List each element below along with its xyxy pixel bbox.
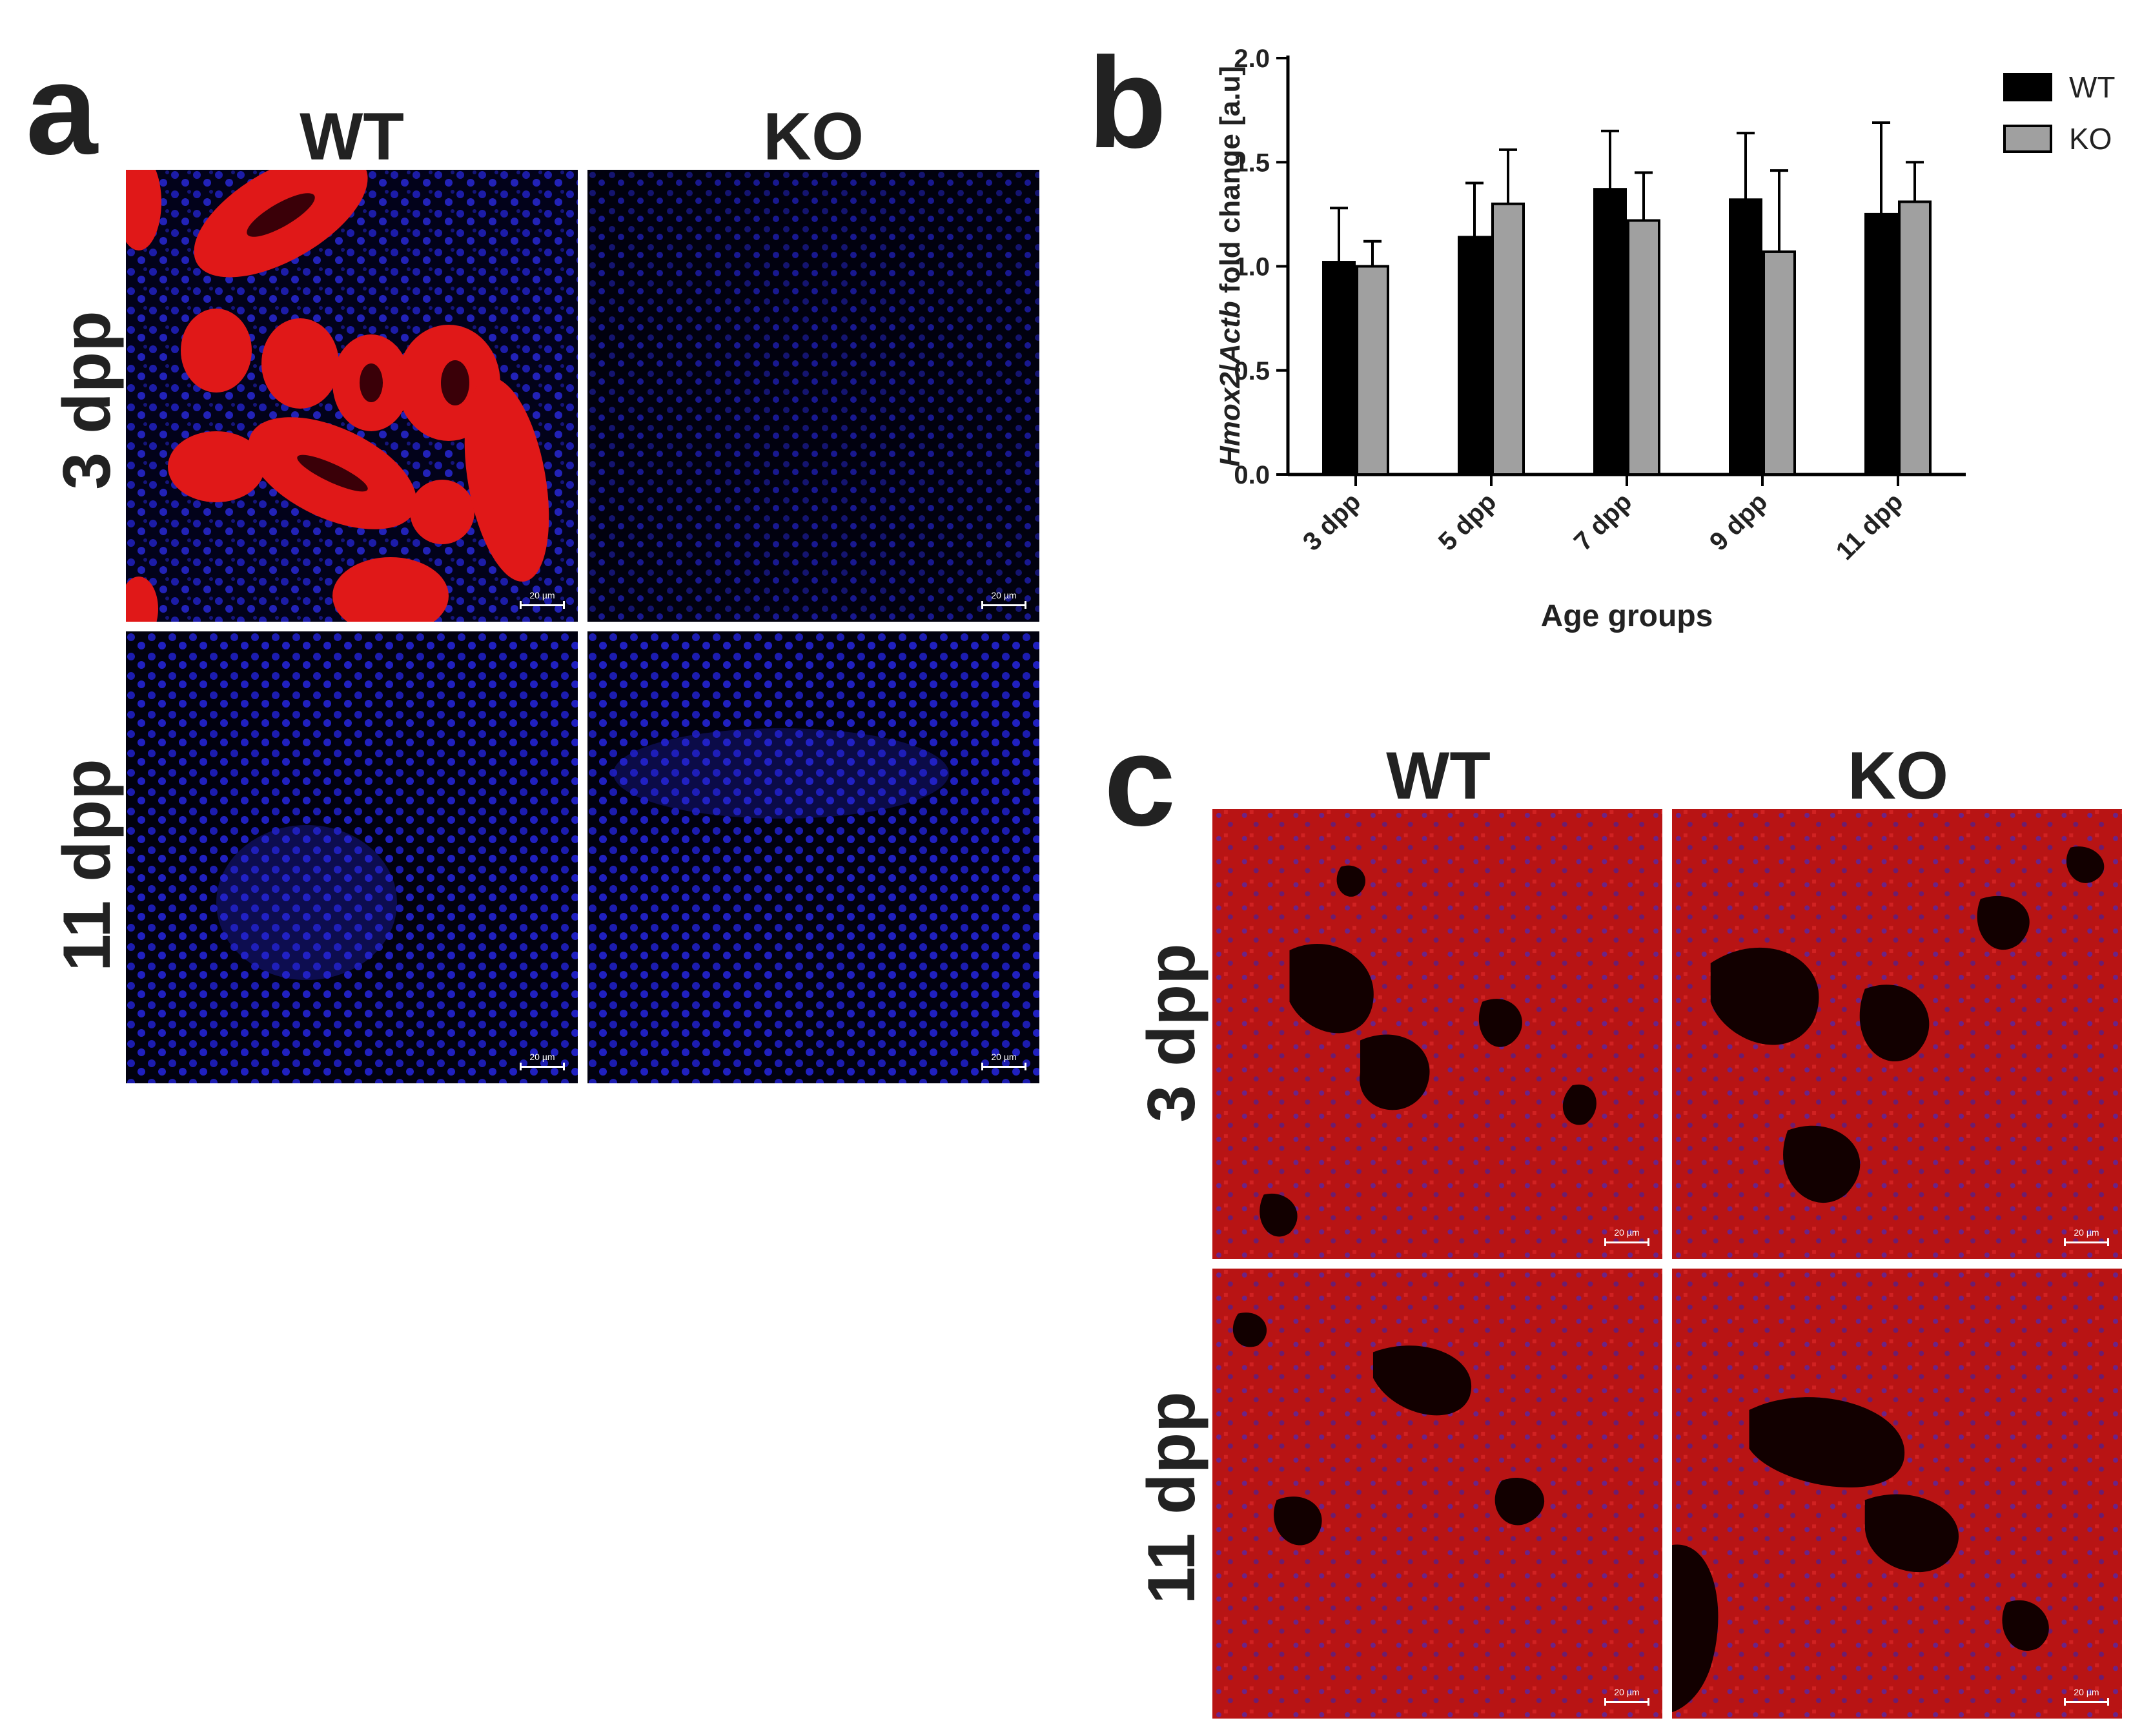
panel-a-column-ko: KO <box>763 99 864 174</box>
bar-ko <box>1898 200 1932 476</box>
panel-letter-a: a <box>26 37 98 181</box>
micrograph-c-wt-11dpp: 20 µm <box>1212 1269 1662 1719</box>
y-axis-label: Hmox2/Actb fold change [a.u] <box>1214 66 1246 467</box>
panel-c-column-ko: KO <box>1848 739 1948 813</box>
micrograph-a-wt-11dpp: 20 µm <box>126 631 578 1083</box>
panel-c-column-wt: WT <box>1386 739 1491 813</box>
micrograph-a-wt-3dpp: 20 µm <box>126 170 578 622</box>
micrograph-a-ko-11dpp: 20 µm <box>587 631 1039 1083</box>
bar-ko <box>1762 250 1796 476</box>
x-tick-label: 3 dpp <box>1298 487 1367 557</box>
panel-c-row-3dpp: 3 dpp <box>1134 943 1209 1123</box>
bar-wt <box>1593 188 1627 476</box>
panel-c-row-11dpp: 11 dpp <box>1134 1391 1209 1604</box>
y-tick-label: 2.0 <box>1234 45 1270 73</box>
micrograph-c-ko-11dpp: 20 µm <box>1672 1269 2122 1719</box>
legend-label-ko: KO <box>2069 122 2112 156</box>
panel-a-column-wt: WT <box>300 99 404 174</box>
y-tick-label: 1.0 <box>1234 253 1270 281</box>
bar-wt <box>1729 198 1762 476</box>
bar-ko <box>1356 265 1389 476</box>
x-axis-label: Age groups <box>1541 599 1713 633</box>
y-tick-label: 1.5 <box>1234 148 1270 177</box>
y-tick-label: 0.0 <box>1234 461 1270 489</box>
x-tick-label: 11 dpp <box>1831 487 1909 566</box>
x-tick-label: 7 dpp <box>1569 487 1638 557</box>
bar-ko <box>1491 202 1525 476</box>
legend-swatch-wt <box>2003 73 2052 101</box>
micrograph-c-wt-3dpp: 20 µm <box>1212 809 1662 1259</box>
bar-wt <box>1322 261 1356 476</box>
micrograph-c-ko-3dpp: 20 µm <box>1672 809 2122 1259</box>
legend-label-wt: WT <box>2069 70 2116 104</box>
x-tick-label: 5 dpp <box>1433 487 1502 557</box>
bar-ko <box>1627 219 1660 476</box>
bar-wt <box>1864 212 1898 476</box>
legend-swatch-ko <box>2003 125 2052 153</box>
micrograph-a-ko-3dpp: 20 µm <box>587 170 1039 622</box>
x-tick-label: 9 dpp <box>1704 487 1773 557</box>
panel-a-row-3dpp: 3 dpp <box>50 311 125 490</box>
y-tick-label: 0.5 <box>1234 357 1270 385</box>
panel-letter-c: c <box>1104 709 1176 853</box>
bar-wt <box>1458 236 1491 476</box>
panel-letter-b: b <box>1088 31 1167 175</box>
panel-a-row-11dpp: 11 dpp <box>50 759 125 972</box>
